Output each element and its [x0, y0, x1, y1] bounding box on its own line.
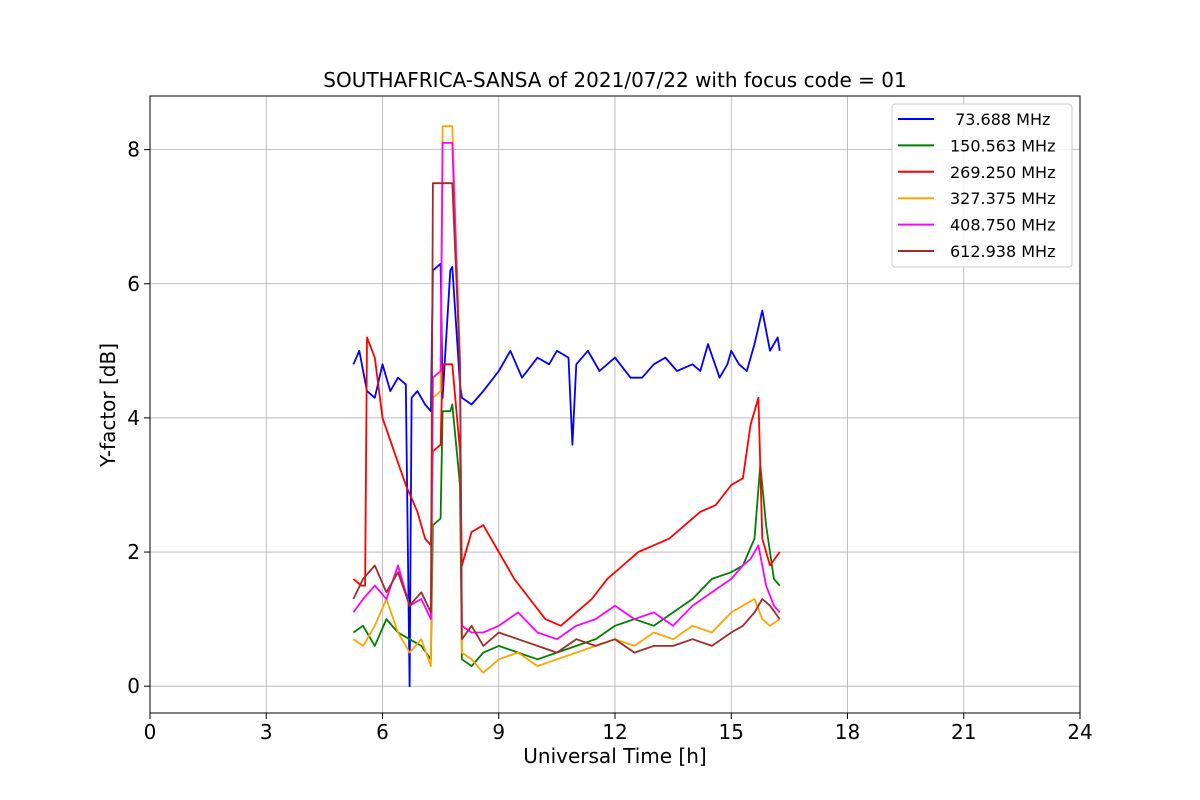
x-tick-label: 3: [260, 720, 273, 744]
legend-box: [891, 103, 1073, 268]
x-tick-label: 12: [602, 720, 627, 744]
legend-label-1: 73.688 MHz: [950, 110, 1050, 129]
series-layer: [352, 125, 781, 688]
x-tick-label: 15: [719, 720, 744, 744]
y-tick-label: 4: [127, 406, 140, 430]
legend-label-6: 612.938 MHz: [950, 242, 1055, 261]
legend-label-2: 150.563 MHz: [950, 136, 1055, 155]
x-tick-label: 0: [144, 720, 157, 744]
legend-label-4: 327.375 MHz: [950, 189, 1055, 208]
series-line-1: [352, 262, 781, 688]
series-line-6: [352, 182, 781, 654]
legend: 73.688 MHz 150.563 MHz 269.250 MHz 327.375 …: [891, 103, 1073, 268]
series-line-5: [352, 141, 781, 641]
series-line-3: [352, 336, 781, 627]
y-tick-label: 8: [127, 138, 140, 162]
x-tick-label: 6: [376, 720, 389, 744]
series-line-4: [352, 125, 781, 674]
y-tick-label: 2: [127, 540, 140, 564]
x-tick-label: 9: [492, 720, 505, 744]
y-tick-label: 6: [127, 272, 140, 296]
x-tick-label: 21: [951, 720, 976, 744]
chart-title: SOUTHAFRICA-SANSA of 2021/07/22 with foc…: [323, 68, 907, 92]
legend-label-3: 269.250 MHz: [950, 163, 1055, 182]
series-line-2: [352, 403, 781, 667]
legend-label-5: 408.750 MHz: [950, 216, 1055, 235]
x-tick-label: 24: [1067, 720, 1092, 744]
y-tick-label: 0: [127, 674, 140, 698]
y-axis-label: Y-factor [dB]: [96, 343, 120, 468]
x-axis-label: Universal Time [h]: [523, 744, 706, 768]
x-tick-label: 18: [835, 720, 860, 744]
